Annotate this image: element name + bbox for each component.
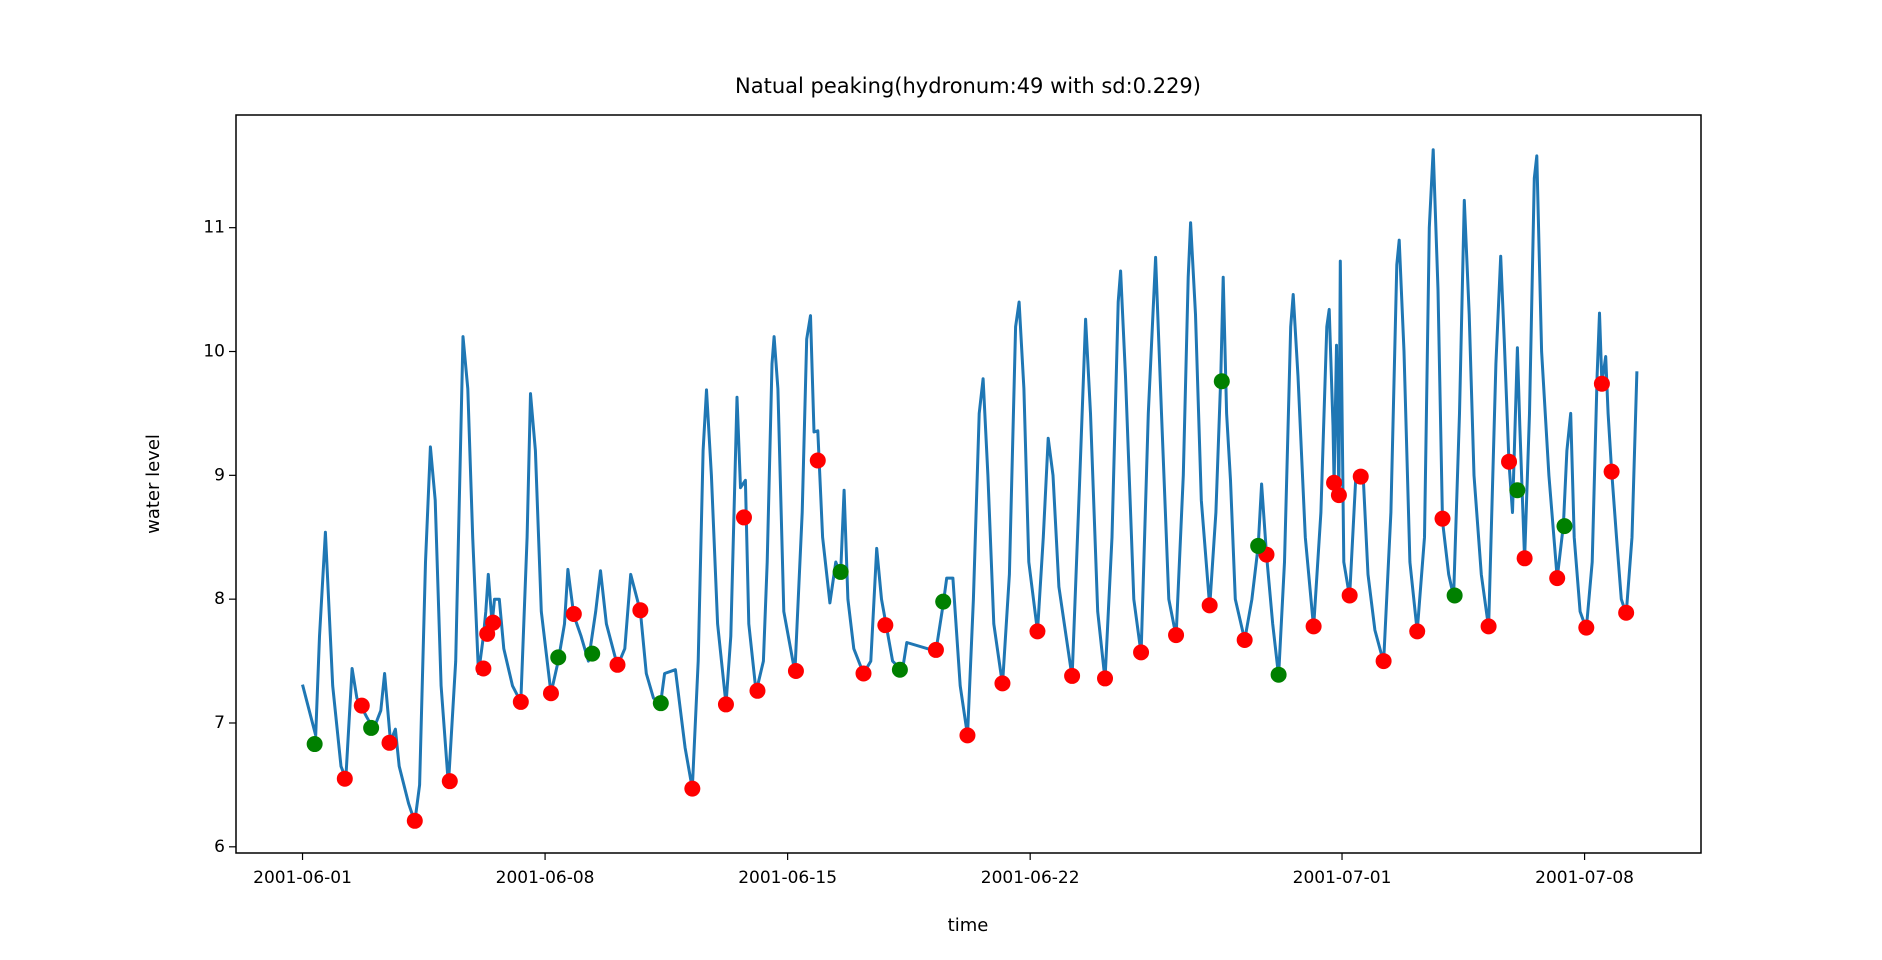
data-point: [1236, 632, 1253, 649]
x-axis-label: time: [948, 915, 989, 936]
data-point: [927, 641, 944, 658]
data-point: [735, 509, 752, 526]
data-point: [1326, 474, 1343, 491]
data-point: [1434, 510, 1451, 527]
y-tick-label: 7: [214, 713, 225, 733]
data-point: [1509, 482, 1526, 499]
data-point: [1549, 570, 1566, 587]
x-tick-label: 2001-07-08: [1535, 868, 1634, 888]
data-point: [855, 665, 872, 682]
x-tick-label: 2001-07-01: [1293, 868, 1392, 888]
data-point: [565, 606, 582, 623]
data-point: [1618, 604, 1635, 621]
data-point: [1250, 537, 1267, 554]
data-point: [1578, 619, 1595, 636]
data-point: [1270, 666, 1287, 683]
data-point: [1352, 468, 1369, 485]
data-point: [1446, 587, 1463, 604]
y-tick-label: 11: [203, 218, 225, 238]
data-point: [1375, 653, 1392, 670]
data-point: [1064, 667, 1081, 684]
data-point: [1133, 644, 1150, 661]
data-point: [1168, 627, 1185, 644]
data-point: [512, 693, 529, 710]
data-point: [1330, 487, 1347, 504]
data-point: [381, 734, 398, 751]
data-point: [353, 697, 370, 714]
data-point: [1501, 453, 1518, 470]
data-point: [542, 685, 559, 702]
x-tick-label: 2001-06-01: [253, 868, 352, 888]
data-point: [1556, 518, 1573, 535]
data-point: [959, 727, 976, 744]
y-axis-label: water level: [143, 434, 164, 534]
data-point: [363, 719, 380, 736]
data-point: [475, 660, 492, 677]
data-point: [336, 770, 353, 787]
data-point: [684, 780, 701, 797]
data-point: [877, 617, 894, 634]
x-tick-label: 2001-06-15: [738, 868, 837, 888]
data-point: [1516, 550, 1533, 567]
data-point: [1593, 375, 1610, 392]
data-point: [1480, 618, 1497, 635]
plot-frame: [235, 114, 1702, 854]
data-point: [609, 656, 626, 673]
data-point: [994, 675, 1011, 692]
y-tick-label: 8: [214, 589, 225, 609]
data-point: [1029, 623, 1046, 640]
data-point: [749, 682, 766, 699]
data-point: [787, 662, 804, 679]
y-tick-label: 10: [203, 342, 225, 362]
x-tick-label: 2001-06-08: [496, 868, 595, 888]
data-point: [809, 452, 826, 469]
data-point: [832, 563, 849, 580]
data-point: [1603, 463, 1620, 480]
data-point: [891, 661, 908, 678]
data-point: [1201, 597, 1218, 614]
data-point: [632, 602, 649, 619]
data-point: [441, 773, 458, 790]
data-line: [301, 148, 1639, 824]
chart-title: Natual peaking(hydronum:49 with sd:0.229…: [735, 74, 1201, 98]
data-point: [584, 645, 601, 662]
data-point: [652, 695, 669, 712]
y-tick-label: 6: [214, 837, 225, 857]
data-point: [935, 593, 952, 610]
data-point: [717, 696, 734, 713]
data-point: [485, 614, 502, 631]
y-tick-label: 9: [214, 465, 225, 485]
x-tick-label: 2001-06-22: [981, 868, 1080, 888]
data-point: [1305, 618, 1322, 635]
data-point: [1409, 623, 1426, 640]
data-point: [550, 649, 567, 666]
data-point: [1341, 587, 1358, 604]
data-point: [406, 812, 423, 829]
data-point: [1097, 670, 1114, 687]
data-point: [1213, 373, 1230, 390]
data-point: [306, 736, 323, 753]
